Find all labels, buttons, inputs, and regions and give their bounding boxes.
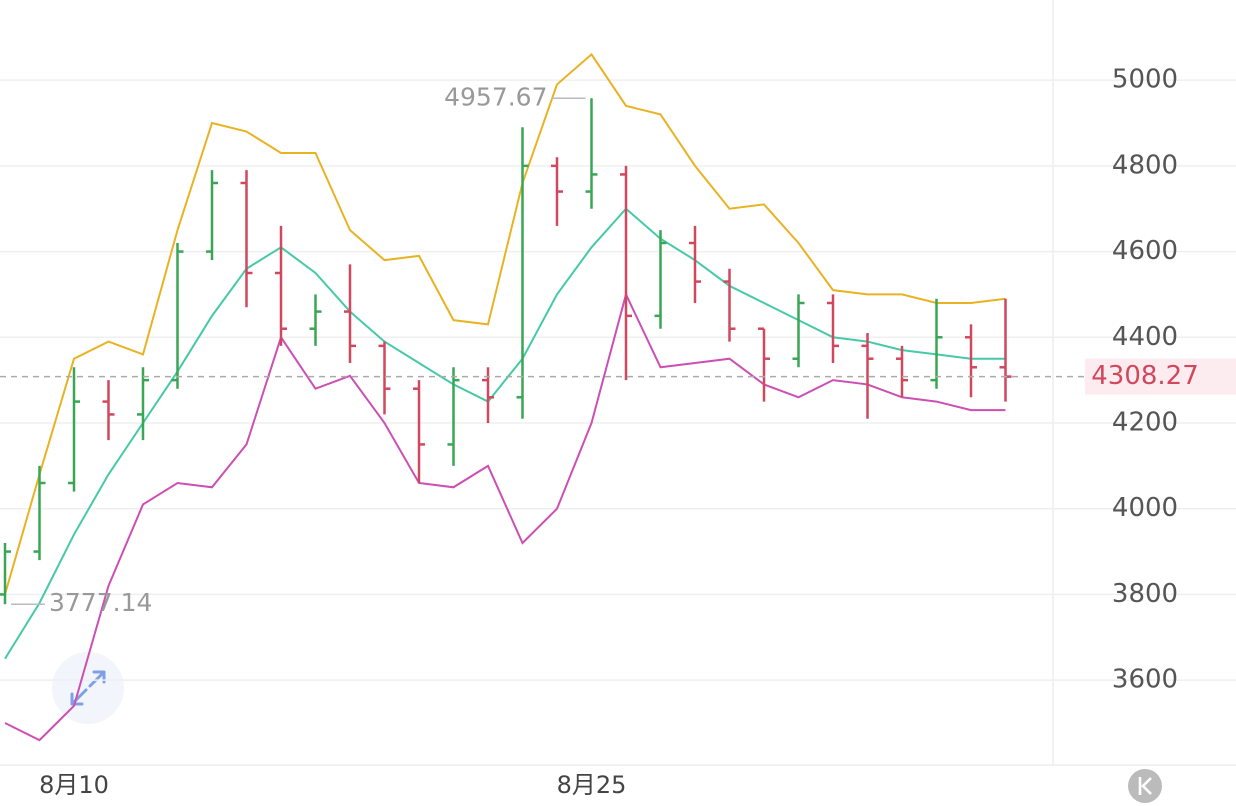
expand-bg bbox=[52, 652, 124, 724]
ohlc-bar bbox=[827, 294, 839, 363]
y-tick-label: 4400 bbox=[1112, 322, 1178, 352]
ohlc-bar bbox=[585, 98, 598, 209]
ohlc-bar bbox=[551, 157, 563, 226]
ohlc-bar bbox=[758, 327, 770, 402]
y-tick-label: 4600 bbox=[1112, 236, 1178, 266]
ohlc-bar bbox=[413, 380, 425, 483]
ohlc-bar bbox=[275, 225, 287, 346]
ohlc-bar bbox=[171, 243, 184, 389]
expand-button[interactable] bbox=[52, 652, 124, 724]
last-price-label: 4308.27 bbox=[1091, 361, 1199, 391]
ohlc-bar bbox=[309, 294, 322, 346]
last-price-bg bbox=[1085, 358, 1236, 395]
low-annotation: 3777.14 bbox=[49, 588, 152, 617]
ohlc-bar bbox=[792, 294, 805, 368]
band-line bbox=[4, 52, 1006, 595]
x-tick-label: 8月10 bbox=[39, 771, 109, 799]
ohlc-bar bbox=[0, 543, 11, 605]
ohlc-bar bbox=[930, 298, 943, 389]
high-annotation: 4957.67 bbox=[444, 82, 547, 111]
ohlc-bar bbox=[68, 367, 80, 492]
ohlc-bar bbox=[620, 165, 632, 381]
ohlc-bar bbox=[447, 367, 460, 466]
ohlc-bar bbox=[896, 345, 908, 398]
y-tick-label: 4800 bbox=[1112, 150, 1178, 180]
ohlc-bar bbox=[378, 341, 391, 415]
ohlc-bar bbox=[240, 170, 253, 308]
ohlc-bar bbox=[654, 230, 667, 329]
ohlc-bar bbox=[206, 170, 218, 261]
ohlc-bar bbox=[137, 367, 149, 441]
y-tick-label: 3800 bbox=[1112, 579, 1178, 609]
ohlc-bar bbox=[344, 264, 356, 363]
collapse-bg bbox=[1128, 769, 1162, 803]
ohlc-bar bbox=[689, 225, 701, 303]
band-line bbox=[4, 291, 1006, 742]
ohlc-bar bbox=[102, 380, 115, 441]
y-tick-label: 4200 bbox=[1112, 408, 1178, 438]
y-tick-label: 3600 bbox=[1112, 665, 1178, 695]
y-tick-label: 4000 bbox=[1112, 493, 1178, 523]
ohlc-bar bbox=[965, 324, 977, 398]
ohlc-bar bbox=[861, 333, 874, 419]
ohlc-bar bbox=[516, 127, 529, 419]
expand-icon bbox=[70, 670, 106, 706]
ohlc-bar bbox=[723, 268, 736, 342]
y-tick-label: 5000 bbox=[1112, 65, 1178, 95]
x-tick-label: 8月25 bbox=[557, 771, 627, 799]
collapse-button[interactable] bbox=[1128, 769, 1162, 803]
ohlc-bar bbox=[33, 465, 46, 561]
collapse-icon bbox=[1138, 777, 1152, 795]
